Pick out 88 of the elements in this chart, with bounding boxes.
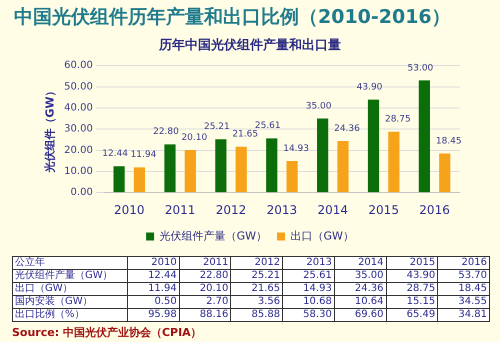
- bar: [113, 166, 125, 192]
- data-label: 35.00: [334, 270, 386, 282]
- x-axis-title: 公立年: [12, 256, 128, 270]
- data-label: 14.93: [283, 144, 309, 154]
- y-tick-label: 20.00: [64, 144, 93, 156]
- text: 中国光伏组件历年产量和出口比例（2010-2016）: [14, 5, 451, 30]
- data-label: 65.49: [386, 308, 438, 322]
- data-label: 14.93: [282, 282, 334, 296]
- data-label: 12.44: [128, 270, 180, 282]
- y-tick-label: 50.00: [64, 81, 93, 92]
- x-tick-label: 2011: [179, 256, 231, 270]
- x-tick-label: 2011: [164, 202, 196, 217]
- bar: [439, 154, 450, 192]
- data-label: 85.88: [230, 308, 283, 322]
- data-label: 35.00: [306, 101, 332, 112]
- x-tick-label: 2013: [266, 202, 298, 217]
- data-label: 10.68: [282, 296, 334, 308]
- legend-label: 出口（GW）: [290, 229, 354, 242]
- bar: [236, 146, 247, 192]
- data-label: 15.15: [386, 296, 438, 308]
- x-tick-label: 2015: [368, 202, 399, 217]
- bar: [337, 141, 349, 192]
- x-tick-label: 2012: [216, 202, 246, 217]
- data-label: 18.45: [438, 282, 490, 296]
- bar: [164, 144, 176, 192]
- x-tick-label: 2010: [114, 202, 145, 217]
- data-label: 11.94: [130, 150, 157, 160]
- x-tick-label: 2013: [282, 256, 334, 270]
- bar: [184, 150, 196, 192]
- data-label: 28.75: [386, 282, 438, 296]
- bar: [215, 139, 226, 192]
- data-label: 21.65: [230, 282, 283, 296]
- data-label: 3.56: [230, 296, 283, 308]
- data-label: 0.50: [128, 296, 180, 308]
- bar: [286, 161, 298, 192]
- data-label: 25.61: [254, 121, 281, 132]
- y-tick-label: 0.00: [70, 187, 93, 198]
- bar: [388, 132, 400, 192]
- data-label: 22.80: [179, 270, 231, 282]
- x-tick-label: 2010: [128, 256, 180, 270]
- data-label: 20.10: [181, 132, 208, 143]
- bar: [368, 100, 380, 192]
- data-label: 10.64: [334, 296, 386, 308]
- data-label: 34.81: [438, 308, 490, 322]
- data-label: 18.45: [436, 136, 462, 146]
- data-label: 24.36: [334, 124, 360, 134]
- data-label: 69.60: [334, 308, 386, 322]
- data-label: 88.16: [179, 308, 231, 322]
- y-tick-label: 国内安装（GW）: [12, 296, 128, 308]
- data-label: 43.90: [356, 82, 383, 93]
- data-label: 11.94: [128, 282, 180, 296]
- y-tick-label: 10.00: [64, 166, 93, 178]
- data-label: 43.90: [386, 270, 438, 282]
- x-tick-label: 2016: [438, 256, 490, 270]
- bar: [266, 138, 278, 192]
- x-tick-label: 2012: [230, 256, 283, 270]
- data-label: 22.80: [153, 127, 180, 138]
- data-label: 25.21: [230, 270, 283, 282]
- y-tick-label: 60.00: [64, 60, 93, 72]
- bar: [317, 118, 328, 192]
- x-tick-label: 2016: [419, 202, 450, 217]
- data-label: 24.36: [334, 282, 386, 296]
- y-tick-label: 光伏组件产量（GW）: [12, 270, 128, 282]
- bar: [134, 167, 146, 192]
- data-label: 58.30: [282, 308, 334, 322]
- data-label: 34.55: [438, 296, 490, 308]
- x-tick-label: 2014: [318, 202, 348, 217]
- y-tick-label: 出口比例（%）: [12, 308, 128, 322]
- y-tick-label: 40.00: [64, 102, 93, 114]
- x-tick-label: 2014: [334, 256, 386, 270]
- y-tick-label: 出口（GW）: [12, 282, 128, 296]
- data-label: 12.44: [102, 149, 128, 160]
- data-label: 28.75: [384, 114, 411, 125]
- source-note: Source: 中国光伏产业协会（CPIA）: [12, 325, 203, 340]
- data-label: 53.70: [438, 270, 490, 282]
- data-label: 25.21: [204, 122, 230, 132]
- data-label: 2.70: [179, 296, 231, 308]
- data-label: 95.98: [128, 308, 180, 322]
- data-label: 53.00: [408, 63, 434, 74]
- bar: [418, 80, 430, 192]
- chart-title: 历年中国光伏组件产量和出口量: [158, 37, 341, 54]
- x-tick-label: 2015: [386, 256, 438, 270]
- y-tick-label: 30.00: [64, 124, 93, 135]
- data-label: 25.61: [282, 270, 334, 282]
- y-axis-title: 光伏组件（GW）: [43, 86, 56, 174]
- legend-label: 光伏组件产量（GW）: [160, 229, 268, 242]
- data-label: 20.10: [179, 282, 231, 296]
- data-label: 21.65: [232, 130, 258, 140]
